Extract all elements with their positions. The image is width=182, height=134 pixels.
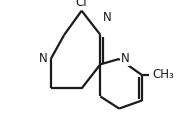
Text: N: N	[120, 52, 129, 66]
Text: N: N	[103, 11, 111, 24]
Text: CH₃: CH₃	[152, 68, 174, 81]
Text: Cl: Cl	[76, 0, 87, 9]
Text: N: N	[39, 52, 48, 66]
